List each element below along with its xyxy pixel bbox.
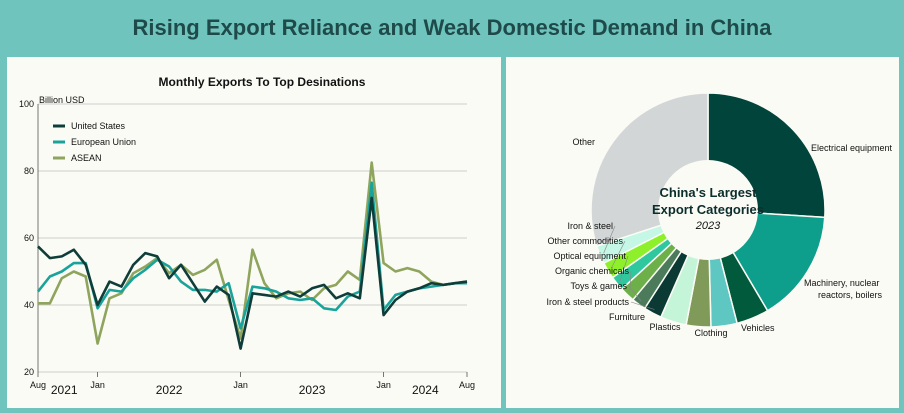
series-line-united-states — [37, 196, 468, 350]
slice-label: Electrical equipment — [811, 143, 893, 153]
leader-line — [603, 225, 616, 254]
y-tick-label: 60 — [24, 233, 34, 243]
y-axis-label: Billion USD — [39, 95, 85, 105]
y-axis-ticks: 20 40 60 80 100 — [19, 99, 34, 377]
series-lines — [36, 161, 468, 350]
slice-label: Optical equipment — [553, 251, 626, 261]
slice-label: Iron & steel products — [546, 297, 629, 307]
leader-line — [630, 301, 655, 310]
line-chart: Monthly Exports To Top Desinations Billi… — [19, 75, 475, 397]
line-chart-title: Monthly Exports To Top Desinations — [159, 75, 366, 89]
page-title: Rising Export Reliance and Weak Domestic… — [132, 15, 772, 40]
series-line-asean — [38, 161, 468, 345]
x-tick-label: Jan — [233, 380, 248, 390]
x-tick-label: Jan — [90, 380, 105, 390]
slice-label: Iron & steel — [567, 221, 613, 231]
slice-label: Organic chemicals — [555, 266, 630, 276]
slice-labels: Electrical equipment Machinery, nuclear re… — [546, 137, 892, 338]
y-tick-label: 80 — [24, 166, 34, 176]
slice-label: Other — [572, 137, 595, 147]
year-label: 2024 — [412, 383, 439, 397]
legend-label: European Union — [71, 137, 136, 147]
legend-label: ASEAN — [71, 153, 102, 163]
leader-line — [611, 240, 626, 269]
donut-center-title-line-1: China's Largest — [659, 185, 757, 200]
y-tick-label: 20 — [24, 367, 34, 377]
slice-label: Machinery, nuclear — [804, 278, 879, 288]
leader-line — [628, 285, 642, 302]
year-label: 2021 — [51, 383, 78, 397]
donut-chart-panel: Electrical equipment Machinery, nuclear re… — [506, 57, 899, 408]
line-chart-panel: Monthly Exports To Top Desinations Billi… — [7, 57, 501, 408]
legend-label: United States — [71, 121, 126, 131]
slice-label: Vehicles — [741, 323, 775, 333]
donut-center-title-line-2: Export Categories — [652, 202, 764, 217]
x-tick-label: Aug — [459, 380, 475, 390]
slice-label: Furniture — [609, 312, 645, 322]
gridlines — [37, 103, 467, 373]
slice-label: reactors, boilers — [818, 290, 883, 300]
x-axis-ticks: Aug Jan Jan Jan Aug 2021 2022 2023 2024 — [30, 372, 475, 397]
leader-line — [619, 255, 629, 281]
donut-chart: Electrical equipment Machinery, nuclear re… — [546, 92, 893, 338]
x-tick-label: Jan — [376, 380, 391, 390]
series-line-european-union — [36, 181, 467, 330]
slice-label: Toys & games — [570, 281, 627, 291]
y-tick-label: 100 — [19, 99, 34, 109]
leader-lines — [603, 225, 655, 310]
slice-label: Plastics — [649, 322, 681, 332]
x-tick-label: Aug — [30, 380, 46, 390]
slice-label: Clothing — [694, 328, 727, 338]
donut-hole — [658, 160, 758, 260]
year-label: 2023 — [299, 383, 326, 397]
y-tick-label: 40 — [24, 300, 34, 310]
legend: United States European Union ASEAN — [53, 121, 136, 163]
leader-line — [629, 270, 632, 292]
year-label: 2022 — [156, 383, 183, 397]
slice-label: Other commodities — [547, 236, 623, 246]
donut-center-subtitle: 2023 — [695, 220, 721, 232]
